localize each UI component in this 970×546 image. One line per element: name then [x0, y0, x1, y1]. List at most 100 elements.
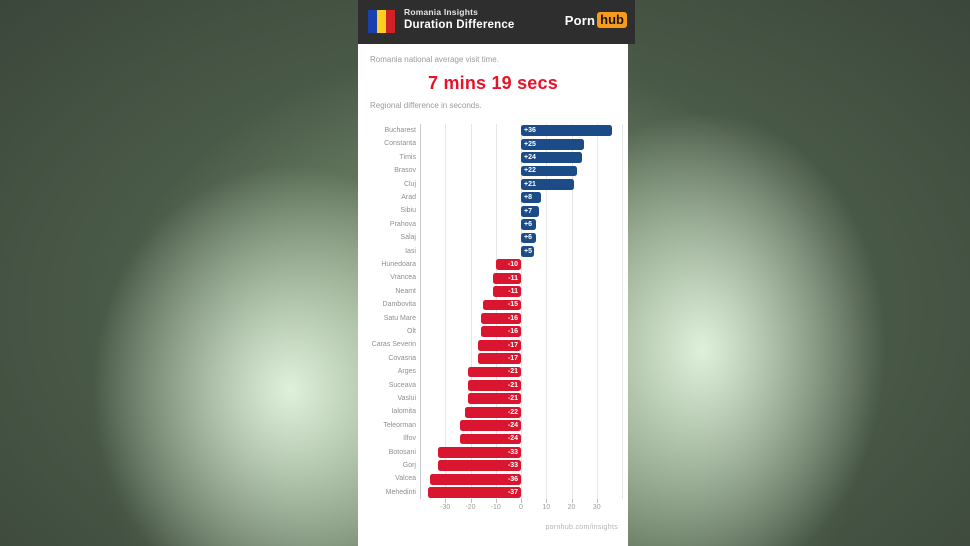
value-label: -33: [507, 448, 518, 456]
gridline: [571, 124, 573, 500]
region-label: Valcea: [395, 475, 416, 483]
region-label: Bucharest: [384, 127, 416, 134]
value-label: +7: [524, 207, 532, 215]
axis-tick-label: -10: [490, 504, 501, 512]
region-label: Prahova: [389, 220, 416, 228]
region-label: Constanta: [384, 140, 416, 148]
axis-tick-label: 0: [519, 504, 523, 512]
bar-row: Vaslui -21: [358, 392, 628, 405]
average-visit-caption: Romania national average visit time.: [370, 55, 499, 64]
value-label: -16: [507, 314, 518, 322]
region-label: Olt: [407, 328, 416, 335]
axis-tick: [571, 499, 573, 504]
gridline: [420, 124, 421, 500]
header-subtitle: Duration Difference: [404, 19, 515, 31]
value-label: -21: [507, 368, 518, 376]
flag-red-stripe: [386, 10, 395, 33]
value-bar: -16: [480, 326, 521, 338]
bar-row: Gorj -33: [358, 459, 628, 472]
region-label: Arad: [401, 194, 416, 201]
region-label: Brasov: [394, 167, 416, 175]
axis-tick-label: 20: [567, 504, 576, 512]
bar-row: Constanta +25: [358, 137, 628, 150]
axis-tick-label: 30: [592, 504, 601, 512]
bar-row: Arges -21: [358, 365, 628, 378]
bar-row: Prahova +6: [358, 218, 628, 231]
bar-row: Covasna -17: [358, 352, 628, 365]
bar-row: Vrancea -11: [358, 271, 628, 284]
header-title: Romania Insights: [404, 7, 479, 17]
axis-tick-label: -20: [465, 504, 476, 512]
region-label: Ilfov: [403, 435, 416, 443]
bar-row: Cluj +21: [358, 178, 628, 191]
value-bar: -15: [483, 299, 521, 311]
value-bar: -11: [493, 272, 521, 284]
value-label: +22: [524, 167, 536, 175]
value-bar: -11: [493, 286, 521, 297]
header-bar: Romania Insights Duration Difference Por…: [358, 0, 635, 44]
bar-row: Botosani -33: [358, 446, 628, 459]
bar-row: Satu Mare -16: [358, 312, 628, 325]
flag-yellow-stripe: [377, 10, 386, 33]
region-label: Sibiu: [400, 207, 416, 215]
logo-text-porn: Porn: [564, 12, 596, 28]
value-label: -24: [507, 435, 518, 443]
value-bar: -24: [460, 420, 521, 431]
gridline: [495, 124, 497, 500]
bar-row: Ialomita -22: [358, 405, 628, 418]
region-label: Suceava: [388, 381, 416, 389]
value-label: +25: [524, 140, 536, 148]
region-label: Arges: [397, 368, 416, 376]
gridline: [596, 124, 598, 500]
bar-row: Brasov +22: [358, 164, 628, 177]
value-label: -17: [507, 341, 518, 349]
region-label: Neamt: [395, 287, 416, 295]
bar-row: Salaj +6: [358, 231, 628, 244]
bar-row: Valcea -36: [358, 472, 628, 485]
value-label: +8: [524, 194, 532, 202]
value-bar: +22: [521, 165, 577, 177]
infographic-panel: Romania national average visit time. 7 m…: [358, 0, 628, 546]
bar-row: Sibiu +7: [358, 204, 628, 217]
duration-difference-chart: Bucharest +36 Constanta +25 Timis +24 Brasov +2…: [358, 124, 628, 520]
gridline: [622, 124, 623, 500]
region-label: Mehedinti: [385, 488, 416, 496]
value-label: -21: [507, 381, 518, 389]
bar-row: Ilfov -24: [358, 432, 628, 445]
value-label: -15: [507, 301, 518, 309]
value-bar: +21: [521, 178, 575, 190]
logo-text-hub: hub: [597, 12, 627, 28]
value-bar: +25: [521, 138, 585, 150]
axis-tick: [495, 499, 497, 504]
value-label: -36: [507, 475, 518, 483]
region-label: Dambovita: [382, 301, 416, 309]
value-bar: -16: [480, 312, 521, 324]
axis-tick: [596, 499, 598, 504]
bar-row: Arad +8: [358, 191, 628, 204]
axis-tick-label: 10: [542, 504, 551, 512]
value-bar: -21: [467, 379, 521, 391]
value-label: -11: [508, 288, 518, 296]
header-titles: Romania Insights Duration Difference: [404, 7, 515, 31]
axis-tick: [470, 499, 472, 504]
value-bar: +8: [521, 192, 542, 204]
flag-blue-stripe: [368, 10, 377, 33]
region-label: Vrancea: [390, 274, 416, 282]
value-bar: -36: [430, 473, 521, 485]
region-label: Hunedoara: [381, 261, 416, 268]
value-bar: -21: [467, 393, 521, 405]
value-label: -10: [507, 261, 518, 269]
bar-row: Olt -16: [358, 325, 628, 338]
region-label: Salaj: [400, 234, 416, 242]
insights-url: pornhub.com/insights: [545, 524, 618, 531]
value-label: -33: [507, 462, 518, 470]
gridline: [445, 124, 447, 500]
value-label: -22: [507, 408, 518, 416]
value-label: +5: [524, 247, 532, 255]
region-label: Satu Mare: [383, 314, 416, 322]
value-label: -16: [507, 328, 518, 336]
bar-row: Mehedinti -37: [358, 486, 628, 499]
region-label: Caras Severin: [371, 341, 416, 349]
axis-tick-label: -30: [440, 504, 451, 512]
bar-row: Teleorman -24: [358, 419, 628, 432]
